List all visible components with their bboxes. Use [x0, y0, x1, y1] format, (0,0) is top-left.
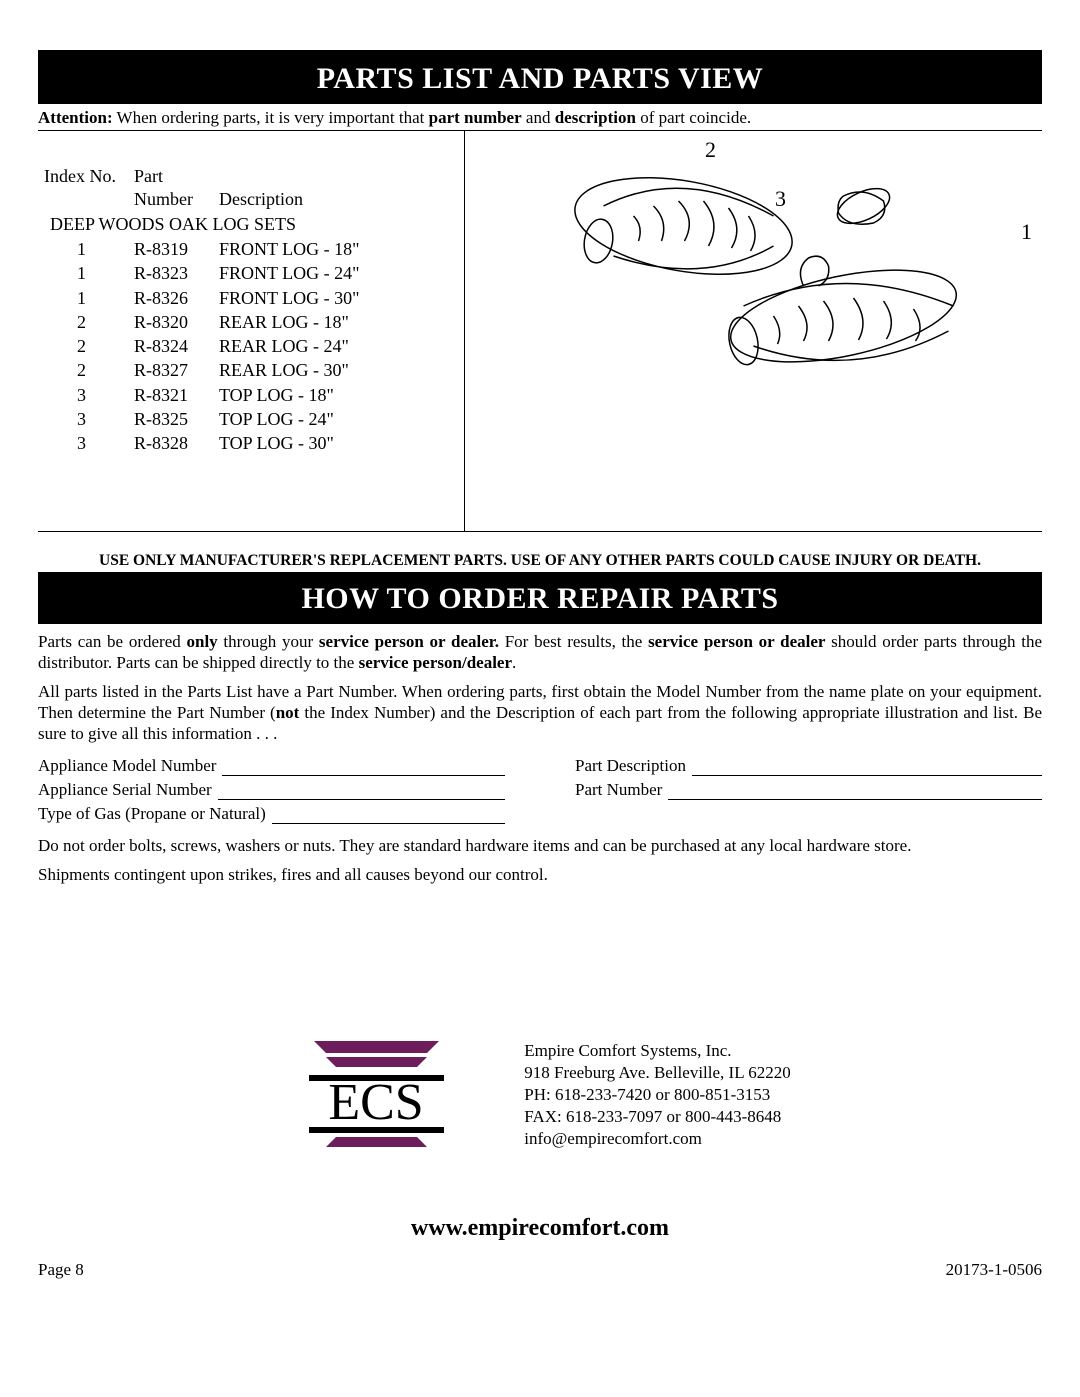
form-row: Appliance Model Number	[38, 756, 505, 776]
th-description: Description	[219, 189, 454, 210]
cell-number: R-8328	[134, 431, 219, 455]
table-row: 2R-8324REAR LOG - 24"	[44, 334, 454, 358]
cell-index: 1	[44, 261, 134, 285]
cell-index: 2	[44, 334, 134, 358]
form-row: Part Description	[575, 756, 1042, 776]
form-columns: Appliance Model Number Appliance Serial N…	[38, 752, 1042, 828]
attention-text-c: of part coincide.	[636, 108, 751, 127]
attention-label: Attention:	[38, 108, 113, 127]
cell-description: TOP LOG - 30"	[219, 431, 454, 455]
attention-bold-a: part number	[429, 108, 522, 127]
page-footer: Page 8 20173-1-0506	[38, 1260, 1042, 1280]
cell-description: TOP LOG - 18"	[219, 383, 454, 407]
form-label: Appliance Model Number	[38, 756, 216, 776]
form-row: Part Number	[575, 780, 1042, 800]
company-line: PH: 618-233-7420 or 800-851-3153	[524, 1084, 790, 1106]
cell-description: FRONT LOG - 30"	[219, 286, 454, 310]
form-row: Appliance Serial Number	[38, 780, 505, 800]
callout-1: 1	[1021, 219, 1032, 245]
form-blank	[218, 782, 505, 800]
cell-index: 3	[44, 383, 134, 407]
form-blank	[272, 806, 505, 824]
company-line: FAX: 618-233-7097 or 800-443-8648	[524, 1106, 790, 1128]
ecs-logo: ECS	[289, 1035, 464, 1155]
parts-diagram: 2 3 1	[465, 131, 1042, 531]
cell-number: R-8319	[134, 237, 219, 261]
form-label: Appliance Serial Number	[38, 780, 212, 800]
table-row: 3R-8321TOP LOG - 18"	[44, 383, 454, 407]
company-info: Empire Comfort Systems, Inc.918 Freeburg…	[524, 1040, 790, 1150]
cell-index: 1	[44, 237, 134, 261]
order-p3: Do not order bolts, screws, washers or n…	[38, 835, 1042, 856]
cell-number: R-8326	[134, 286, 219, 310]
section-label: DEEP WOODS OAK LOG SETS	[50, 214, 454, 235]
parts-table: Index No. Part Number Description DEEP W…	[38, 131, 465, 531]
order-p4: Shipments contingent upon strikes, fires…	[38, 864, 1042, 885]
cell-description: FRONT LOG - 18"	[219, 237, 454, 261]
form-blank	[222, 758, 505, 776]
table-header: Index No. Part	[44, 166, 454, 187]
attention-line: Attention: When ordering parts, it is ve…	[38, 108, 1042, 128]
cell-number: R-8320	[134, 310, 219, 334]
parts-rows: 1R-8319FRONT LOG - 18"1R-8323FRONT LOG -…	[44, 237, 454, 456]
table-row: 2R-8320REAR LOG - 18"	[44, 310, 454, 334]
company-line: Empire Comfort Systems, Inc.	[524, 1040, 790, 1062]
form-row: Type of Gas (Propane or Natural)	[38, 804, 505, 824]
table-row: 1R-8323FRONT LOG - 24"	[44, 261, 454, 285]
attention-text-b: and	[522, 108, 555, 127]
two-column-region: Index No. Part Number Description DEEP W…	[38, 131, 1042, 532]
cell-index: 3	[44, 431, 134, 455]
company-line: info@empirecomfort.com	[524, 1128, 790, 1150]
form-left: Appliance Model Number Appliance Serial N…	[38, 752, 505, 828]
th-index: Index No.	[44, 166, 134, 187]
page-number: Page 8	[38, 1260, 84, 1280]
cell-index: 2	[44, 358, 134, 382]
warning-text: USE ONLY MANUFACTURER'S REPLACEMENT PART…	[38, 552, 1042, 570]
cell-description: FRONT LOG - 24"	[219, 261, 454, 285]
cell-number: R-8325	[134, 407, 219, 431]
log-illustration	[473, 146, 1034, 376]
doc-number: 20173-1-0506	[946, 1260, 1042, 1280]
table-row: 1R-8326FRONT LOG - 30"	[44, 286, 454, 310]
form-label: Part Description	[575, 756, 686, 776]
title-parts-list: PARTS LIST AND PARTS VIEW	[38, 52, 1042, 104]
table-header-2: Number Description	[44, 189, 454, 210]
order-p2: All parts listed in the Parts List have …	[38, 681, 1042, 745]
attention-text-a: When ordering parts, it is very importan…	[113, 108, 429, 127]
company-line: 918 Freeburg Ave. Belleville, IL 62220	[524, 1062, 790, 1084]
title-how-to-order: HOW TO ORDER REPAIR PARTS	[38, 572, 1042, 624]
cell-index: 2	[44, 310, 134, 334]
th-part: Part	[134, 166, 219, 187]
cell-description: TOP LOG - 24"	[219, 407, 454, 431]
table-row: 1R-8319FRONT LOG - 18"	[44, 237, 454, 261]
form-label: Type of Gas (Propane or Natural)	[38, 804, 266, 824]
cell-number: R-8321	[134, 383, 219, 407]
company-block: ECS Empire Comfort Systems, Inc.918 Free…	[38, 1035, 1042, 1155]
website-url: www.empirecomfort.com	[38, 1215, 1042, 1242]
form-blank	[692, 758, 1042, 776]
table-row: 3R-8328TOP LOG - 30"	[44, 431, 454, 455]
form-label: Part Number	[575, 780, 662, 800]
order-p1: Parts can be ordered only through your s…	[38, 631, 1042, 674]
table-row: 2R-8327REAR LOG - 30"	[44, 358, 454, 382]
cell-description: REAR LOG - 30"	[219, 358, 454, 382]
th-number: Number	[134, 189, 219, 210]
cell-index: 1	[44, 286, 134, 310]
callout-2: 2	[705, 137, 716, 163]
cell-index: 3	[44, 407, 134, 431]
form-right: Part Description Part Number	[575, 752, 1042, 828]
cell-description: REAR LOG - 24"	[219, 334, 454, 358]
logo-text: ECS	[329, 1074, 424, 1131]
callout-3: 3	[775, 186, 786, 212]
cell-number: R-8327	[134, 358, 219, 382]
cell-number: R-8323	[134, 261, 219, 285]
attention-bold-b: description	[555, 108, 636, 127]
form-blank	[668, 782, 1042, 800]
page: PARTS LIST AND PARTS VIEW Attention: Whe…	[0, 0, 1080, 1310]
cell-number: R-8324	[134, 334, 219, 358]
cell-description: REAR LOG - 18"	[219, 310, 454, 334]
table-row: 3R-8325TOP LOG - 24"	[44, 407, 454, 431]
